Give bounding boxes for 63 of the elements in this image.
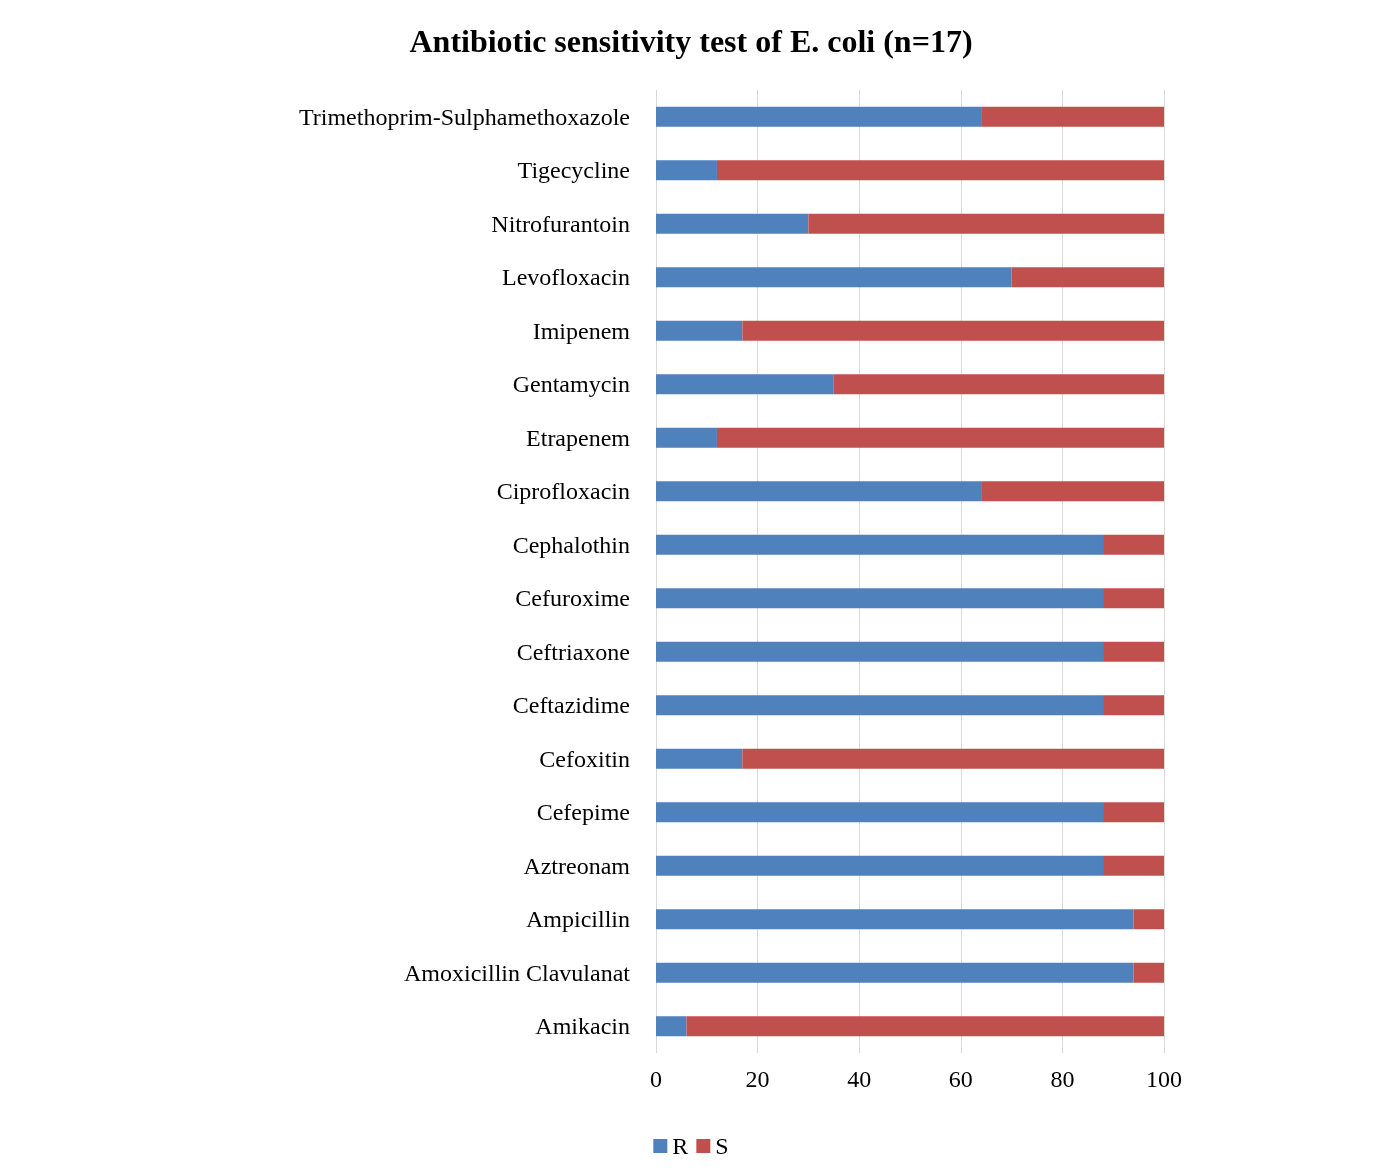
- x-tick-label: 60: [948, 1066, 973, 1092]
- bar: [656, 748, 743, 769]
- y-tick-label: Imipenem: [532, 317, 631, 344]
- bar: [656, 641, 1104, 662]
- bar: [742, 320, 1164, 341]
- y-tick-label: Cephalothin: [512, 531, 630, 558]
- bar: [656, 802, 1104, 823]
- y-tick-label: Amikacin: [535, 1013, 630, 1040]
- x-tick-label: 80: [1050, 1066, 1075, 1092]
- y-tick-label: Cefepime: [536, 799, 630, 826]
- y-tick-label: Ampicillin: [526, 906, 630, 933]
- bar: [716, 160, 1164, 181]
- y-tick-label: Trimethoprim-Sulphamethoxazole: [298, 103, 630, 130]
- x-tick-label: 20: [745, 1066, 770, 1092]
- bar: [656, 588, 1104, 609]
- y-tick-label: Cefuroxime: [515, 585, 630, 612]
- bar: [981, 106, 1164, 127]
- y-tick-label: Cefoxitin: [539, 745, 630, 772]
- bar: [716, 427, 1164, 448]
- bar: [1133, 909, 1164, 930]
- x-tick-label: 0: [650, 1066, 662, 1092]
- bar: [656, 320, 743, 341]
- bar: [1103, 588, 1164, 609]
- bar: [656, 267, 1012, 288]
- bar: [656, 855, 1104, 876]
- bar: [981, 481, 1164, 502]
- y-tick-label: Etrapenem: [526, 424, 631, 451]
- legend-label: R: [672, 1133, 689, 1159]
- bar: [656, 374, 834, 395]
- bar: [1103, 534, 1164, 555]
- x-tick-label: 100: [1146, 1066, 1182, 1092]
- bar: [1011, 267, 1164, 288]
- bar: [686, 1016, 1164, 1037]
- bar: [1103, 641, 1164, 662]
- bar: [656, 534, 1104, 555]
- bar: [1103, 802, 1164, 823]
- bar: [656, 481, 982, 502]
- y-tick-label: Amoxicillin Clavulanat: [404, 959, 631, 986]
- bar: [656, 160, 717, 181]
- bar: [1103, 695, 1164, 716]
- y-tick-label: Gentamycin: [512, 371, 630, 398]
- bar: [742, 748, 1164, 769]
- bar: [656, 962, 1134, 983]
- y-tick-label: Tigecycline: [517, 157, 630, 184]
- bar: [1103, 855, 1164, 876]
- bar: [656, 427, 717, 448]
- bar: [833, 374, 1164, 395]
- bar: [656, 909, 1134, 930]
- y-tick-label: Nitrofurantoin: [491, 210, 630, 237]
- x-tick-label: 40: [847, 1066, 872, 1092]
- bar: [656, 213, 809, 234]
- y-tick-label: Aztreonam: [523, 852, 631, 879]
- y-tick-label: Levofloxacin: [502, 264, 630, 291]
- bar: [1133, 962, 1164, 983]
- bar: [656, 106, 982, 127]
- y-tick-label: Ciprofloxacin: [496, 478, 630, 505]
- y-tick-label: Ceftriaxone: [516, 638, 630, 665]
- legend-label: S: [715, 1133, 729, 1159]
- bar: [656, 1016, 687, 1037]
- bar: [656, 695, 1104, 716]
- bar: [808, 213, 1164, 234]
- y-tick-label: Ceftazidime: [512, 692, 630, 719]
- chart-title: Antibiotic sensitivity test of E. coli (n=17): [409, 23, 973, 59]
